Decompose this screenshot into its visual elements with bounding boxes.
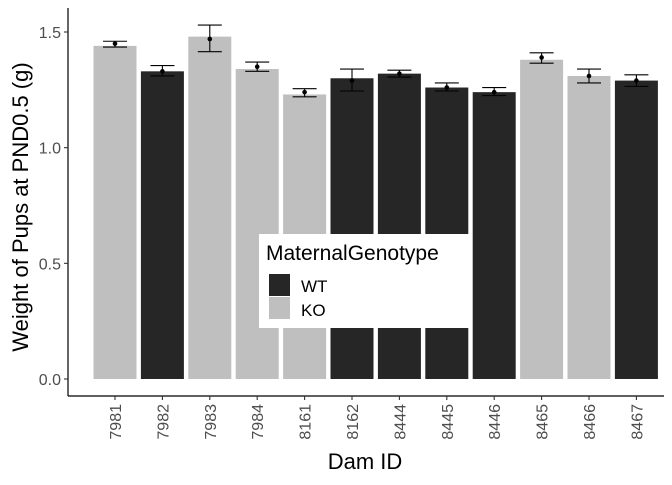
x-tick-label: 8444 — [392, 404, 409, 440]
error-bar-8445 — [434, 82, 459, 92]
x-tick-label: 7982 — [155, 404, 172, 440]
bar-7981 — [93, 45, 137, 379]
mean-point-8465 — [539, 55, 544, 60]
x-tick-label: 7984 — [250, 404, 267, 440]
bar-8466 — [567, 75, 611, 379]
x-tick-label: 8162 — [345, 404, 362, 440]
mean-point-7983 — [207, 36, 213, 42]
error-bar-8465 — [529, 52, 554, 64]
bar-8467 — [614, 80, 658, 379]
bar-8446 — [472, 92, 516, 379]
error-bar-8446 — [482, 86, 507, 97]
x-tick-label: 8445 — [440, 404, 457, 440]
mean-point-7982 — [160, 69, 165, 74]
bar-8444 — [377, 73, 421, 379]
mean-point-8467 — [634, 78, 639, 83]
x-axis-title: Dam ID — [328, 449, 403, 474]
error-bar-7982 — [150, 64, 175, 77]
error-bar-8466 — [577, 68, 601, 84]
y-axis-title: Weight of Pups at PND0.5 (g) — [8, 62, 33, 351]
legend: MaternalGenotype WT KO — [259, 234, 469, 328]
y-tick-label: 1.0 — [39, 141, 61, 158]
legend-key-wt — [269, 274, 290, 296]
error-bar-8161 — [292, 88, 317, 98]
mean-point-8446 — [491, 89, 497, 95]
mean-point-8444 — [397, 71, 402, 76]
mean-point-8161 — [302, 89, 307, 95]
bar-8445 — [425, 87, 469, 380]
axes-layer: 0.0 0.5 1.0 1.5 7981 7982 7983 7984 8161 8162 8444… — [39, 8, 664, 440]
mean-point-8466 — [586, 73, 592, 79]
mean-point-7984 — [254, 64, 260, 69]
legend-key-ko — [269, 297, 290, 319]
x-tick-label: 8161 — [298, 404, 315, 440]
mean-point-7981 — [112, 41, 118, 46]
x-tick-label: 7981 — [108, 404, 125, 440]
y-tick-label: 1.5 — [39, 25, 61, 42]
error-bar-8162 — [340, 68, 364, 92]
y-tick-label: 0.0 — [39, 372, 61, 389]
x-tick-label: 8465 — [535, 404, 552, 440]
mean-point-8445 — [444, 85, 450, 90]
bar-7984 — [235, 69, 279, 379]
x-tick-label: 8446 — [487, 404, 504, 440]
x-tick-label: 7983 — [203, 404, 220, 440]
mean-point-8162 — [349, 78, 355, 83]
x-tick-label: 8467 — [629, 404, 646, 440]
error-bar-8467 — [624, 74, 649, 87]
legend-label-ko: KO — [301, 301, 326, 320]
legend-title: MaternalGenotype — [266, 242, 439, 265]
bar-7983 — [188, 36, 232, 379]
legend-label-wt: WT — [301, 277, 327, 296]
error-bar-8444 — [387, 69, 412, 78]
error-bar-7984 — [245, 61, 270, 72]
legend-background — [259, 234, 469, 328]
y-tick-label: 0.5 — [39, 256, 61, 273]
error-bar-7981 — [103, 40, 127, 48]
error-bars-layer — [103, 24, 649, 98]
bar-7982 — [140, 71, 184, 380]
error-bar-7983 — [197, 24, 222, 53]
x-tick-label: 8466 — [582, 404, 599, 440]
bar-8465 — [520, 59, 564, 379]
bar-8162 — [330, 78, 374, 380]
